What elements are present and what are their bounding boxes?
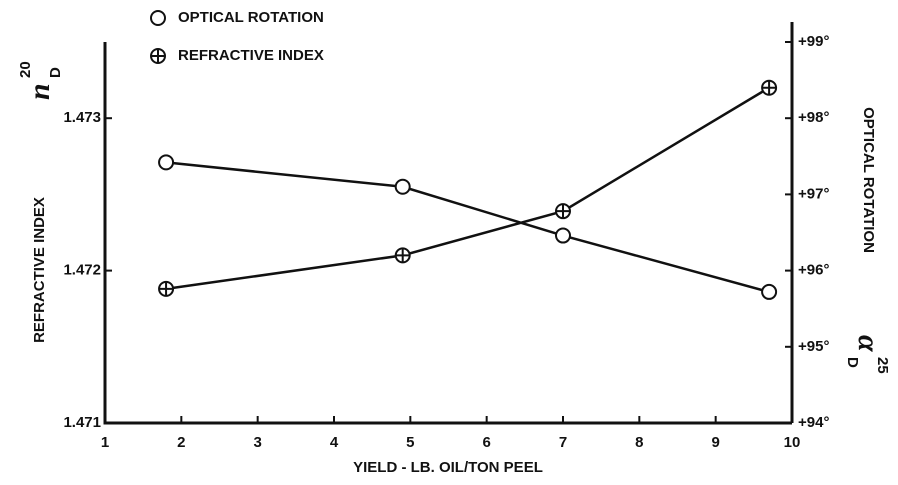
y2-symbol-base: α [852, 335, 885, 352]
y-tick-label: 1.472 [63, 262, 101, 279]
x-tick-label: 10 [784, 434, 801, 451]
y2-tick-label: +97° [798, 185, 829, 202]
x-tick-label: 4 [330, 434, 339, 451]
y2-symbol-sub: D [844, 357, 861, 368]
x-axis-label: YIELD - LB. OIL/TON PEEL [353, 459, 543, 476]
marker [555, 227, 571, 244]
marker [158, 154, 175, 171]
x-tick-label: 9 [711, 434, 719, 451]
series-line [165, 86, 770, 291]
legend-marker [150, 10, 166, 26]
x-tick-label: 2 [177, 434, 185, 451]
y-symbol: n 20 D [17, 61, 64, 100]
y-symbol-sub: D [47, 67, 64, 78]
y2-symbol-sup: 25 [874, 357, 891, 374]
x-tick-label: 7 [559, 434, 567, 451]
y-symbol-base: n [23, 83, 56, 100]
marker [394, 178, 411, 195]
y2-symbol: α 25 D [844, 335, 891, 374]
x-tick-label: 8 [635, 434, 643, 451]
marker-cross [762, 80, 777, 95]
legend-marker-cross [151, 49, 165, 63]
y-axis-label: REFRACTIVE INDEX [31, 197, 48, 343]
x-tick-label: 1 [101, 434, 109, 451]
x-tick-label: 5 [406, 434, 414, 451]
marker-cross [395, 248, 410, 263]
y2-tick-label: +95° [798, 338, 829, 355]
marker [761, 283, 778, 300]
y2-tick-label: +96° [798, 262, 829, 279]
y2-axis-label: OPTICAL ROTATION [860, 107, 877, 253]
legend-label: OPTICAL ROTATION [178, 9, 324, 26]
y-tick-label: 1.473 [63, 109, 101, 126]
y2-tick-label: +94° [798, 414, 829, 431]
y-tick-label: 1.471 [63, 414, 101, 431]
y-symbol-sup: 20 [17, 61, 34, 78]
legend-label: REFRACTIVE INDEX [178, 47, 324, 64]
marker-cross [556, 204, 570, 219]
y2-tick-label: +99° [798, 33, 829, 50]
marker-cross [159, 281, 174, 296]
x-tick-label: 3 [253, 434, 261, 451]
y2-tick-label: +98° [798, 109, 829, 126]
x-tick-label: 6 [482, 434, 490, 451]
series-line [165, 161, 770, 294]
